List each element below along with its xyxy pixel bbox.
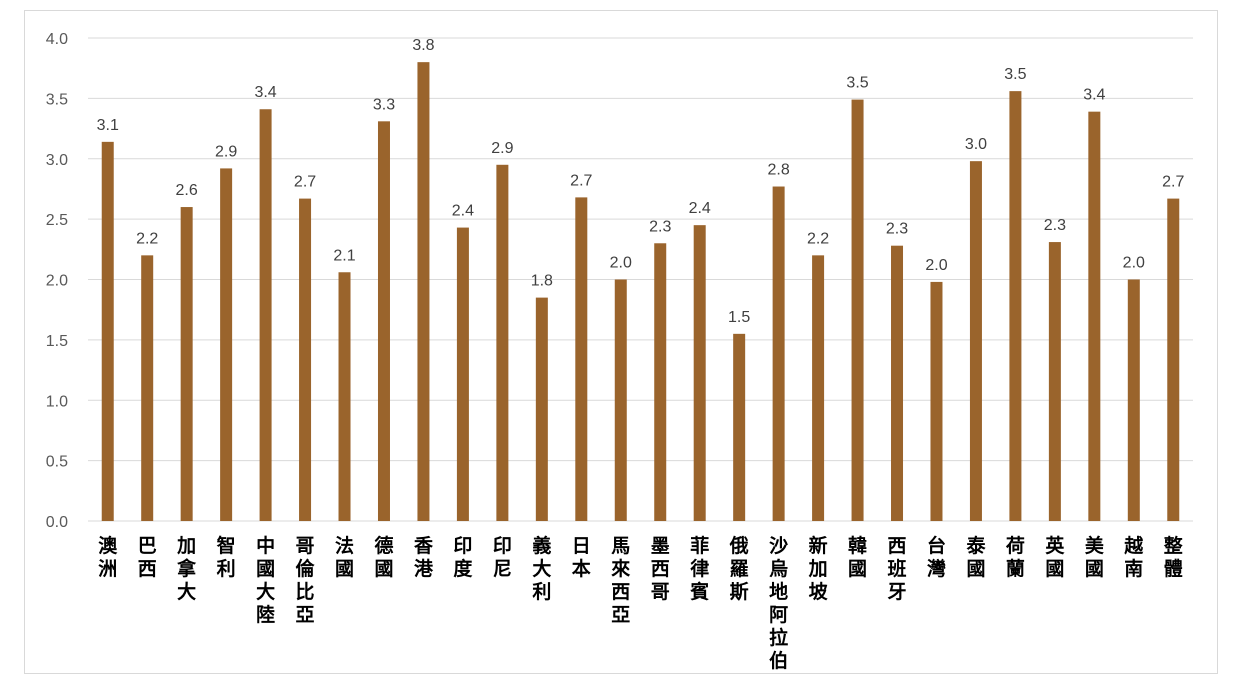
category-label: 巴西	[138, 535, 157, 580]
data-label: 3.1	[97, 117, 119, 134]
data-label: 2.9	[215, 143, 237, 160]
category-label: 菲律賓	[689, 534, 709, 603]
bar	[772, 186, 785, 521]
data-label: 2.6	[176, 182, 198, 199]
category-label: 越南	[1123, 534, 1144, 580]
bar	[417, 62, 430, 522]
bar	[851, 99, 864, 522]
category-label: 新加坡	[808, 534, 829, 603]
category-label: 義大利	[532, 534, 551, 603]
category-label: 印度	[453, 535, 473, 580]
y-tick-label: 1.0	[46, 393, 68, 410]
bar	[535, 297, 548, 521]
bar	[101, 141, 114, 521]
category-label: 日本	[572, 535, 591, 580]
data-label: 3.5	[1004, 66, 1026, 83]
bar	[1127, 279, 1140, 521]
bar	[930, 281, 943, 521]
data-label: 2.2	[807, 230, 829, 247]
category-label: 英國	[1045, 534, 1065, 580]
data-label: 1.8	[531, 273, 553, 290]
data-label: 2.7	[294, 174, 316, 191]
y-tick-label: 0.0	[46, 514, 68, 531]
y-tick-label: 1.5	[46, 333, 68, 350]
bar	[1048, 242, 1061, 521]
category-label: 墨西哥	[651, 535, 670, 603]
data-label: 2.9	[491, 140, 513, 157]
category-label: 中國大陸	[256, 534, 275, 626]
data-label: 3.3	[373, 96, 395, 113]
data-label: 2.4	[689, 200, 711, 217]
category-label: 俄羅斯	[729, 534, 749, 603]
category-label: 台灣	[926, 534, 946, 580]
category-label: 沙烏地阿拉伯	[769, 535, 788, 672]
bar	[338, 272, 351, 521]
data-label: 2.7	[570, 172, 592, 189]
bar	[180, 207, 193, 522]
bar	[812, 255, 825, 521]
data-label: 2.0	[925, 257, 947, 274]
data-label: 3.4	[254, 84, 276, 101]
category-label: 韓國	[848, 534, 867, 580]
y-tick-label: 3.5	[46, 91, 68, 108]
bar	[575, 197, 588, 521]
category-label: 香港	[413, 535, 434, 580]
y-tick-label: 2.0	[46, 273, 68, 290]
category-label: 德國	[374, 534, 393, 580]
bar	[733, 333, 746, 521]
bar	[299, 198, 312, 521]
bar	[496, 164, 509, 521]
bar	[654, 243, 667, 521]
data-label: 1.5	[728, 309, 750, 326]
data-label: 2.3	[886, 221, 908, 238]
category-label: 西班牙	[888, 535, 907, 603]
category-label: 法國	[335, 534, 354, 580]
category-label: 哥倫比亞	[296, 535, 316, 626]
bar	[259, 109, 272, 522]
bar	[1088, 111, 1101, 521]
y-tick-label: 2.5	[46, 212, 68, 229]
category-label: 澳洲	[98, 534, 118, 580]
data-label: 2.1	[333, 247, 355, 264]
bar	[891, 245, 904, 521]
bar	[1167, 198, 1180, 521]
data-label: 2.0	[1123, 255, 1145, 272]
y-tick-label: 3.0	[46, 152, 68, 169]
bar	[1009, 91, 1022, 521]
y-tick-label: 4.0	[46, 31, 68, 48]
data-label: 2.7	[1162, 174, 1184, 191]
data-label: 2.3	[1044, 217, 1066, 234]
data-label: 3.0	[965, 136, 987, 153]
category-label: 美國	[1085, 534, 1105, 580]
bar	[141, 255, 154, 521]
category-label: 印尼	[493, 535, 512, 580]
bar	[969, 161, 982, 522]
category-label: 智利	[217, 534, 236, 580]
bar	[456, 227, 469, 521]
category-label: 泰國	[965, 534, 986, 580]
data-label: 2.3	[649, 218, 671, 235]
category-label: 馬來西亞	[611, 535, 630, 626]
y-tick-label: 0.5	[46, 454, 68, 471]
bar	[377, 121, 390, 521]
data-label: 2.0	[610, 255, 632, 272]
data-label: 3.8	[412, 37, 434, 54]
data-label: 2.8	[768, 162, 790, 179]
data-label: 3.4	[1083, 87, 1105, 104]
data-label: 3.5	[846, 75, 868, 92]
data-label: 2.2	[136, 230, 158, 247]
category-label: 加拿大	[176, 535, 197, 603]
bar	[220, 168, 233, 521]
data-label: 2.4	[452, 203, 474, 220]
bar	[614, 279, 627, 521]
category-label: 荷蘭	[1006, 534, 1025, 580]
category-label: 整體	[1164, 534, 1183, 580]
bar	[693, 225, 706, 521]
